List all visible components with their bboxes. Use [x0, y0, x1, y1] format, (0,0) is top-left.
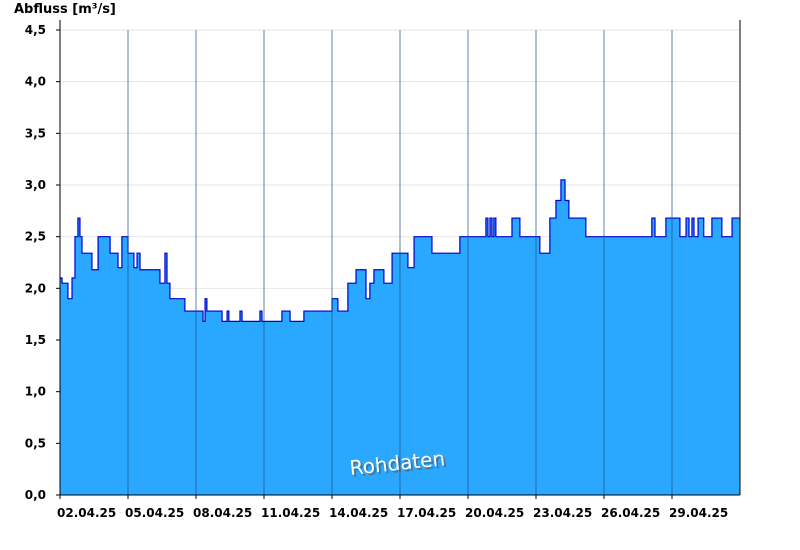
x-tick-label: 29.04.25: [669, 506, 728, 520]
y-tick-label: 1,0: [25, 385, 46, 399]
y-tick-label: 0,5: [25, 436, 46, 450]
y-tick-label: 4,5: [25, 23, 46, 37]
x-tick-label: 23.04.25: [533, 506, 592, 520]
x-tick-label: 20.04.25: [465, 506, 524, 520]
y-tick-label: 1,5: [25, 333, 46, 347]
x-tick-label: 02.04.25: [57, 506, 116, 520]
y-tick-label: 0,0: [25, 488, 46, 502]
x-tick-label: 11.04.25: [261, 506, 320, 520]
x-tick-label: 26.04.25: [601, 506, 660, 520]
chart-title: Abfluss [m³/s]: [14, 2, 116, 17]
x-tick-label: 17.04.25: [397, 506, 456, 520]
y-tick-label: 3,5: [25, 126, 46, 140]
y-tick-label: 2,5: [25, 230, 46, 244]
x-tick-label: 14.04.25: [329, 506, 388, 520]
x-tick-label: 05.04.25: [125, 506, 184, 520]
y-tick-label: 3,0: [25, 178, 46, 192]
y-tick-label: 4,0: [25, 75, 46, 89]
y-tick-label: 2,0: [25, 281, 46, 295]
x-tick-label: 08.04.25: [193, 506, 252, 520]
